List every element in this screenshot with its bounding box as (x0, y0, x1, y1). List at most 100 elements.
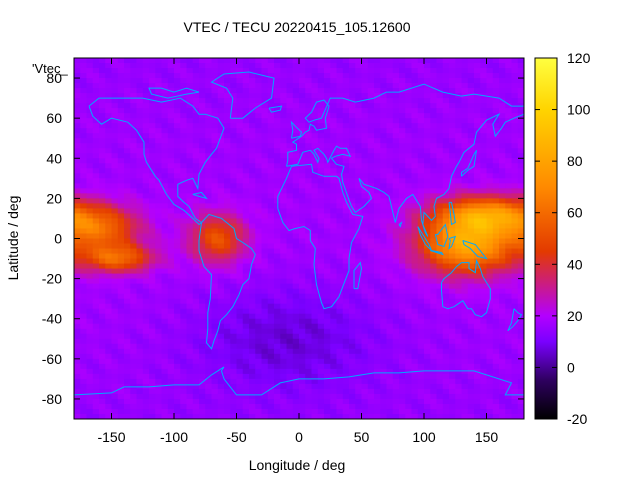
heatmap-cell (86, 223, 94, 230)
heatmap-cell (305, 303, 313, 310)
heatmap-cell (92, 263, 100, 270)
heatmap-cell (505, 98, 513, 104)
heatmap-cell (467, 263, 475, 270)
heatmap-cell (336, 398, 344, 405)
heatmap-cell (161, 133, 169, 139)
heatmap-cell (186, 88, 194, 94)
heatmap-cell (267, 133, 275, 139)
heatmap-cell (149, 78, 156, 84)
heatmap-cell (299, 383, 306, 390)
heatmap-cell (130, 373, 138, 380)
heatmap-cell (199, 163, 206, 169)
heatmap-cell (349, 288, 356, 295)
heatmap-cell (211, 258, 219, 265)
heatmap-cell (492, 78, 500, 84)
heatmap-cell (167, 138, 175, 144)
heatmap-cell (386, 138, 394, 144)
heatmap-cell (142, 328, 150, 335)
heatmap-cell (324, 168, 331, 174)
heatmap-cell (430, 363, 438, 370)
heatmap-cell (411, 168, 419, 174)
heatmap-cell (455, 168, 463, 174)
heatmap-cell (255, 243, 263, 250)
heatmap-cell (149, 343, 156, 350)
heatmap-cell (399, 398, 406, 405)
heatmap-cell (274, 188, 281, 194)
heatmap-cell (374, 223, 381, 230)
heatmap-cell (292, 113, 300, 119)
heatmap-cell (80, 348, 88, 355)
heatmap-cell (367, 183, 375, 189)
heatmap-cell (455, 313, 463, 320)
heatmap-cell (117, 248, 125, 255)
heatmap-cell (161, 328, 169, 335)
heatmap-cell (174, 328, 181, 335)
heatmap-cell (355, 388, 363, 395)
heatmap-cell (274, 218, 281, 225)
heatmap-cell (80, 93, 88, 99)
heatmap-cell (261, 388, 269, 395)
heatmap-cell (142, 228, 150, 235)
heatmap-cell (317, 108, 325, 114)
heatmap-cell (99, 83, 106, 89)
heatmap-cell (467, 318, 475, 325)
heatmap-cell (142, 288, 150, 295)
heatmap-cell (155, 383, 163, 390)
heatmap-cell (117, 93, 125, 99)
heatmap-cell (155, 293, 163, 300)
heatmap-cell (511, 293, 519, 300)
heatmap-cell (324, 163, 331, 169)
heatmap-cell (242, 183, 250, 189)
heatmap-cell (342, 203, 350, 210)
heatmap-cell (361, 263, 369, 270)
heatmap-cell (155, 98, 163, 104)
heatmap-cell (236, 238, 244, 245)
heatmap-cell (242, 103, 250, 109)
heatmap-cell (392, 353, 400, 360)
heatmap-cell (392, 123, 400, 129)
heatmap-cell (236, 398, 244, 405)
heatmap-cell (499, 238, 506, 245)
heatmap-cell (386, 328, 394, 335)
heatmap-cell (211, 318, 219, 325)
heatmap-cell (142, 273, 150, 280)
heatmap-cell (199, 128, 206, 134)
heatmap-cell (405, 83, 413, 89)
heatmap-cell (311, 393, 319, 400)
heatmap-cell (517, 163, 524, 169)
heatmap-cell (292, 343, 300, 350)
heatmap-cell (417, 298, 425, 305)
heatmap-cell (192, 268, 200, 275)
heatmap-cell (249, 393, 256, 400)
heatmap-cell (405, 338, 413, 345)
heatmap-cell (80, 343, 88, 350)
heatmap-cell (299, 193, 306, 199)
heatmap-cell (299, 283, 306, 290)
heatmap-cell (236, 143, 244, 149)
heatmap-cell (280, 388, 288, 395)
heatmap-cell (299, 308, 306, 315)
heatmap-cell (86, 398, 94, 405)
heatmap-cell (205, 163, 213, 169)
heatmap-cell (399, 193, 406, 199)
heatmap-cell (399, 183, 406, 189)
heatmap-cell (142, 113, 150, 119)
heatmap-cell (230, 288, 238, 295)
heatmap-cell (430, 148, 438, 154)
heatmap-cell (299, 118, 306, 124)
heatmap-cell (124, 358, 131, 365)
heatmap-cell (455, 343, 463, 350)
heatmap-cell (367, 198, 375, 204)
heatmap-cell (311, 83, 319, 89)
heatmap-cell (292, 308, 300, 315)
heatmap-cell (274, 383, 281, 390)
heatmap-cell (486, 358, 494, 365)
heatmap-cell (286, 353, 294, 360)
heatmap-cell (99, 393, 106, 400)
heatmap-cell (130, 63, 138, 69)
heatmap-cell (217, 268, 225, 275)
heatmap-cell (449, 218, 456, 225)
heatmap-cell (124, 168, 131, 174)
heatmap-cell (149, 348, 156, 355)
heatmap-cell (474, 373, 481, 380)
